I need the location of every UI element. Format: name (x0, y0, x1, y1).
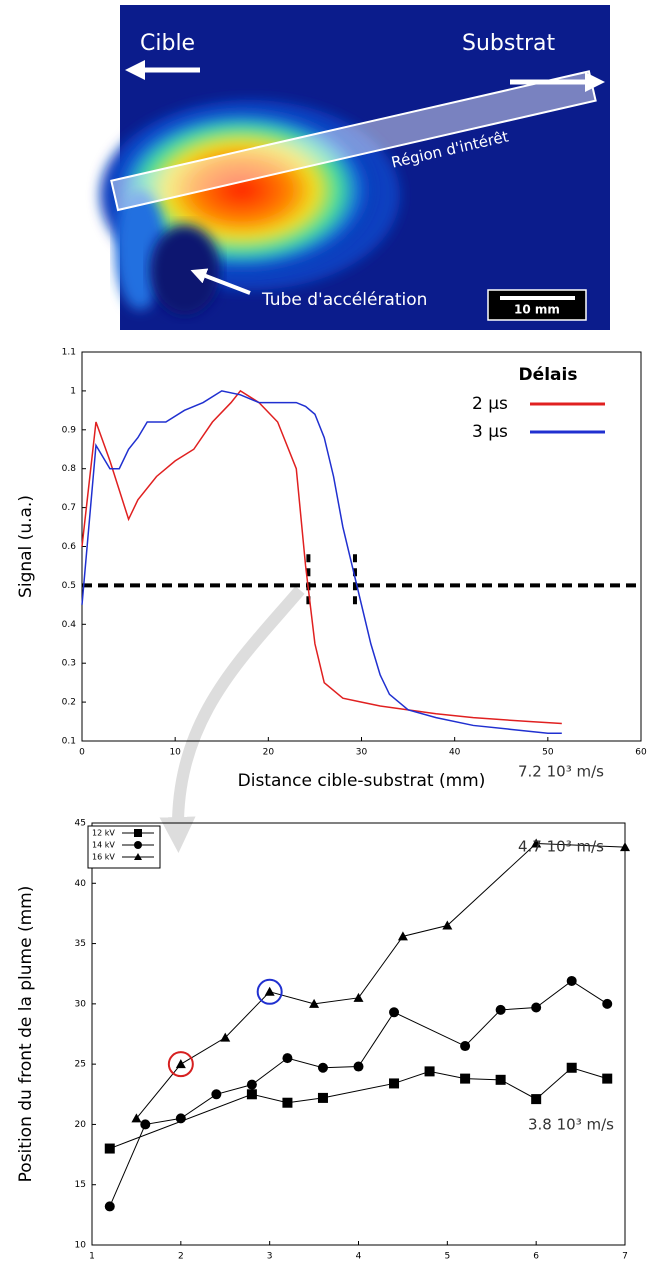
marker (309, 998, 320, 1008)
scale-label: 10 mm (514, 303, 560, 317)
x-tick-label: 2 (178, 1252, 184, 1262)
y-tick-label: 0.9 (62, 425, 77, 435)
x-tick-label: 5 (444, 1252, 450, 1262)
y-tick-label: 0.7 (62, 503, 76, 513)
marker (246, 1079, 257, 1090)
marker (531, 1002, 542, 1013)
image-label: Tube d'accélération (261, 290, 427, 310)
marker (566, 1062, 577, 1073)
marker (353, 1061, 364, 1072)
image-label: Cible (140, 31, 195, 56)
x-axis-label: Distance cible-substrat (mm) (238, 771, 486, 791)
x-tick-label: 7 (622, 1252, 628, 1262)
series-line (136, 842, 626, 1119)
legend-label: 16 kV (92, 853, 115, 862)
x-tick-label: 4 (356, 1252, 362, 1262)
y-tick-label: 0.8 (62, 464, 77, 474)
marker (282, 1053, 293, 1064)
annotation: 7.2 10³ m/s (518, 763, 604, 781)
marker (282, 1097, 293, 1108)
image-label: Substrat (462, 31, 555, 56)
marker (104, 1201, 115, 1212)
marker (131, 1113, 142, 1123)
x-tick-label: 60 (635, 748, 647, 758)
plot-frame (81, 351, 642, 742)
y-tick-label: 15 (75, 1180, 86, 1190)
marker (317, 1092, 328, 1103)
marker (175, 1059, 186, 1069)
marker (460, 1073, 471, 1084)
marker (460, 1041, 471, 1052)
y-axis-label: Signal (u.a.) (16, 495, 36, 598)
marker (246, 1089, 257, 1100)
marker (397, 931, 408, 941)
marker (602, 1073, 613, 1084)
y-tick-label: 1.1 (62, 348, 76, 358)
x-tick-label: 30 (356, 748, 368, 758)
marker (140, 1119, 151, 1130)
marker (353, 992, 364, 1002)
x-tick-label: 10 (169, 748, 181, 758)
legend-title: Délais (519, 365, 578, 385)
marker (495, 1004, 506, 1015)
y-tick-label: 0.4 (62, 620, 77, 630)
marker (264, 986, 275, 996)
y-tick-label: 10 (75, 1241, 87, 1251)
marker (220, 1032, 231, 1042)
x-tick-label: 50 (542, 748, 554, 758)
legend-label: 2 µs (472, 394, 508, 414)
plot-frame (91, 822, 626, 1246)
x-tick-label: 40 (449, 748, 461, 758)
marker (602, 998, 613, 1009)
marker (566, 975, 577, 986)
y-tick-label: 1 (70, 386, 76, 396)
y-tick-label: 45 (75, 819, 86, 829)
series-line (109, 980, 608, 1207)
y-tick-label: 25 (75, 1060, 86, 1070)
marker (442, 920, 453, 930)
legend-marker (134, 829, 142, 837)
series-line (81, 390, 562, 734)
plume-image: Cible Substrat Région d'intérêt Tube d'a… (100, 5, 610, 330)
x-tick-label: 6 (533, 1252, 539, 1262)
x-tick-label: 1 (89, 1252, 95, 1262)
x-tick-label: 3 (267, 1252, 273, 1262)
y-tick-label: 0.5 (62, 581, 76, 591)
y-tick-label: 20 (75, 1120, 87, 1130)
y-tick-label: 40 (75, 879, 87, 889)
marker (211, 1089, 222, 1100)
y-tick-label: 0.6 (62, 542, 77, 552)
y-tick-label: 35 (75, 939, 86, 949)
annotation: 3.8 10³ m/s (528, 1116, 614, 1134)
marker (175, 1113, 186, 1124)
marker (389, 1007, 400, 1018)
highlight-circle (167, 1051, 194, 1078)
marker (424, 1066, 435, 1077)
marker (531, 1094, 542, 1105)
marker (495, 1074, 506, 1085)
y-axis-label: Position du front de la plume (mm) (16, 886, 36, 1183)
y-tick-label: 0.3 (62, 659, 76, 669)
highlight-circle (256, 978, 283, 1005)
series-line (109, 1067, 608, 1150)
marker (531, 838, 542, 848)
legend-label: 3 µs (472, 422, 508, 442)
legend-marker (134, 841, 142, 849)
annotation: 4.7 10³ m/s (518, 838, 604, 856)
x-tick-label: 0 (79, 748, 85, 758)
marker (317, 1062, 328, 1073)
x-tick-label: 20 (263, 748, 275, 758)
marker (389, 1078, 400, 1089)
link-arrow (159, 586, 305, 853)
marker (104, 1143, 115, 1154)
y-tick-label: 0.2 (62, 698, 76, 708)
y-tick-label: 30 (75, 999, 87, 1009)
y-tick-label: 0.1 (62, 737, 76, 747)
legend-marker (134, 853, 142, 860)
legend-label: 12 kV (92, 829, 115, 838)
marker (620, 842, 630, 852)
legend-label: 14 kV (92, 841, 115, 850)
